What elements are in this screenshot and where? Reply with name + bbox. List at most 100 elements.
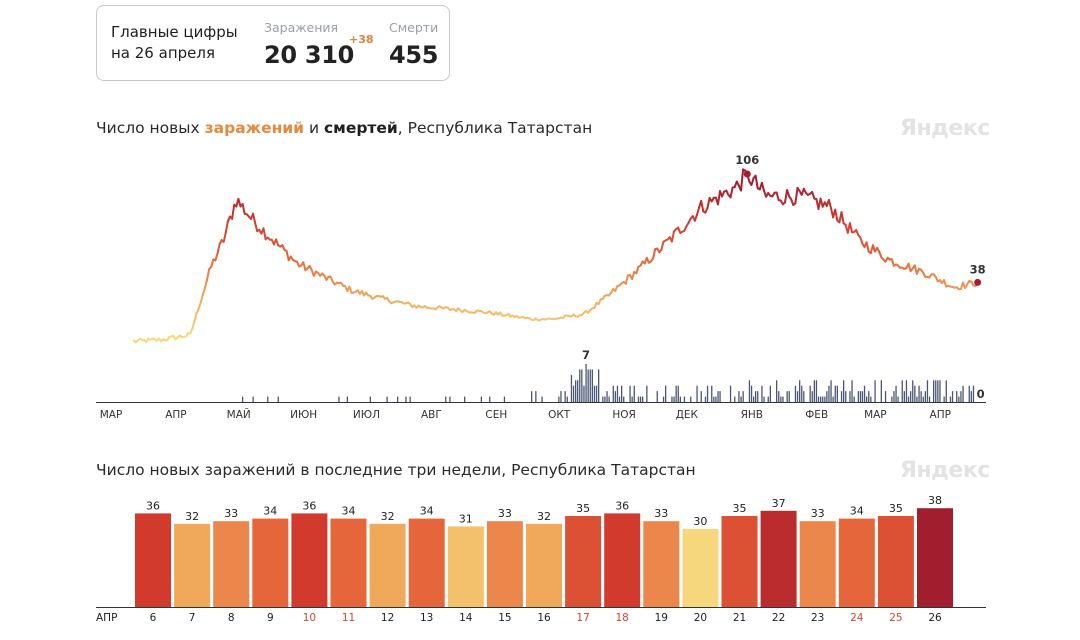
deaths-bar <box>631 396 633 402</box>
deaths-bar <box>252 396 254 402</box>
cases-line-segment <box>302 261 307 272</box>
bar-category-label: 10 <box>303 612 316 624</box>
deaths-bar <box>972 385 975 402</box>
deaths-bar <box>893 391 895 402</box>
deaths-bar <box>346 396 348 402</box>
deaths-bar <box>968 385 970 402</box>
month-tick-label: ИЮЛ <box>353 409 380 421</box>
deaths-bars <box>242 364 975 402</box>
month-tick-label: ДЕК <box>676 409 699 421</box>
deaths-bar <box>696 385 698 402</box>
deaths-bar <box>905 380 908 402</box>
deaths-bar <box>924 391 926 402</box>
cases-line-segment <box>635 265 640 275</box>
bar-category-label: 15 <box>498 612 511 624</box>
bar <box>447 526 484 607</box>
bar-category-label: 14 <box>459 612 473 624</box>
bar-value-label: 35 <box>576 502 590 515</box>
bar <box>213 521 250 607</box>
bar <box>135 513 171 607</box>
cases-line-segment <box>729 186 734 199</box>
deaths-bar <box>386 396 388 402</box>
deaths-bar <box>572 385 575 402</box>
deaths-bar <box>859 391 862 402</box>
deaths-bar <box>939 380 941 402</box>
deaths-bar <box>960 391 962 402</box>
cases-line-segment <box>706 196 711 209</box>
bar <box>291 513 328 607</box>
deaths-bar <box>794 385 797 402</box>
bar <box>721 516 758 607</box>
deaths-bar <box>621 385 623 402</box>
deaths-bar <box>914 385 916 402</box>
deaths-bar <box>907 396 910 402</box>
bar <box>252 518 289 607</box>
deaths-bar <box>719 391 721 402</box>
cases-last-label: 38 <box>970 262 986 276</box>
bar-value-label: 31 <box>459 512 473 525</box>
bar-category-label: 24 <box>850 612 864 624</box>
deaths-bar <box>535 391 537 402</box>
deaths-peak-label: 7 <box>582 348 590 362</box>
bar <box>369 523 406 607</box>
cases-line-segment <box>254 222 259 233</box>
deaths-bar <box>851 380 853 402</box>
month-tick-label: МАР <box>864 409 887 421</box>
recent-cases-bar-chart: 36 6 32 7 33 8 34 9 36 10 34 11 32 12 34 13 31 14 33 15 32 16… <box>96 494 986 624</box>
deaths-bar <box>830 380 832 402</box>
cases-line-segment <box>811 191 816 200</box>
deaths-bar <box>633 385 635 402</box>
cases-line-segment <box>210 258 215 268</box>
deaths-bar <box>706 385 709 402</box>
deaths-bar <box>646 385 648 402</box>
chart1-title-deaths: смертей <box>323 119 398 137</box>
deaths-bar <box>922 396 924 402</box>
deaths-bar <box>820 396 822 402</box>
deaths-bar <box>884 391 887 402</box>
cases-line-segment <box>348 285 353 294</box>
summary-card: Главные цифры на 26 апреля Заражения 20 … <box>96 5 450 81</box>
deaths-bar <box>935 380 937 402</box>
bar-category-label: 7 <box>189 612 196 624</box>
bar-value-label: 32 <box>381 510 395 523</box>
bar-value-label: 33 <box>498 507 512 520</box>
cases-line-segment <box>859 236 864 245</box>
bar-value-label: 34 <box>850 505 864 518</box>
bar-category-label: 25 <box>889 612 902 624</box>
bar <box>174 523 211 607</box>
deaths-bar <box>895 385 897 402</box>
bar-category-label: 19 <box>655 612 668 624</box>
deaths-bar <box>729 385 732 402</box>
deaths-bar <box>593 385 596 402</box>
cases-line-segment <box>750 177 755 186</box>
deaths-bar <box>700 391 702 402</box>
deaths-bar <box>589 369 591 402</box>
chart1-title: Число новых заражений и смертей, Республ… <box>96 119 592 137</box>
cases-label: Заражения <box>264 20 339 35</box>
deaths-bar <box>926 380 929 402</box>
bar <box>330 518 367 607</box>
deaths-bar <box>962 385 964 402</box>
bar-category-label: 16 <box>537 612 551 624</box>
deaths-bar <box>570 374 573 402</box>
deaths-bar <box>602 396 604 402</box>
deaths-bar <box>815 380 818 402</box>
cases-line-segment <box>943 279 948 288</box>
bar-value-label: 34 <box>420 505 434 518</box>
bar-value-label: 33 <box>811 507 825 520</box>
deaths-bar <box>618 396 621 402</box>
month-tick-label: ОКТ <box>548 409 571 421</box>
deaths-bar <box>824 396 826 402</box>
deaths-bar <box>623 396 625 402</box>
deaths-bar <box>897 396 899 402</box>
cases-line-segment <box>201 286 206 296</box>
deaths-bar <box>608 396 610 402</box>
deaths-bar <box>843 380 845 402</box>
deaths-bar <box>817 396 820 402</box>
deaths-bar <box>780 396 782 402</box>
deaths-bar <box>587 369 589 402</box>
cases-line-segment <box>717 190 721 206</box>
deaths-bar <box>639 396 642 402</box>
bar <box>526 523 562 607</box>
deaths-bar <box>834 385 836 402</box>
